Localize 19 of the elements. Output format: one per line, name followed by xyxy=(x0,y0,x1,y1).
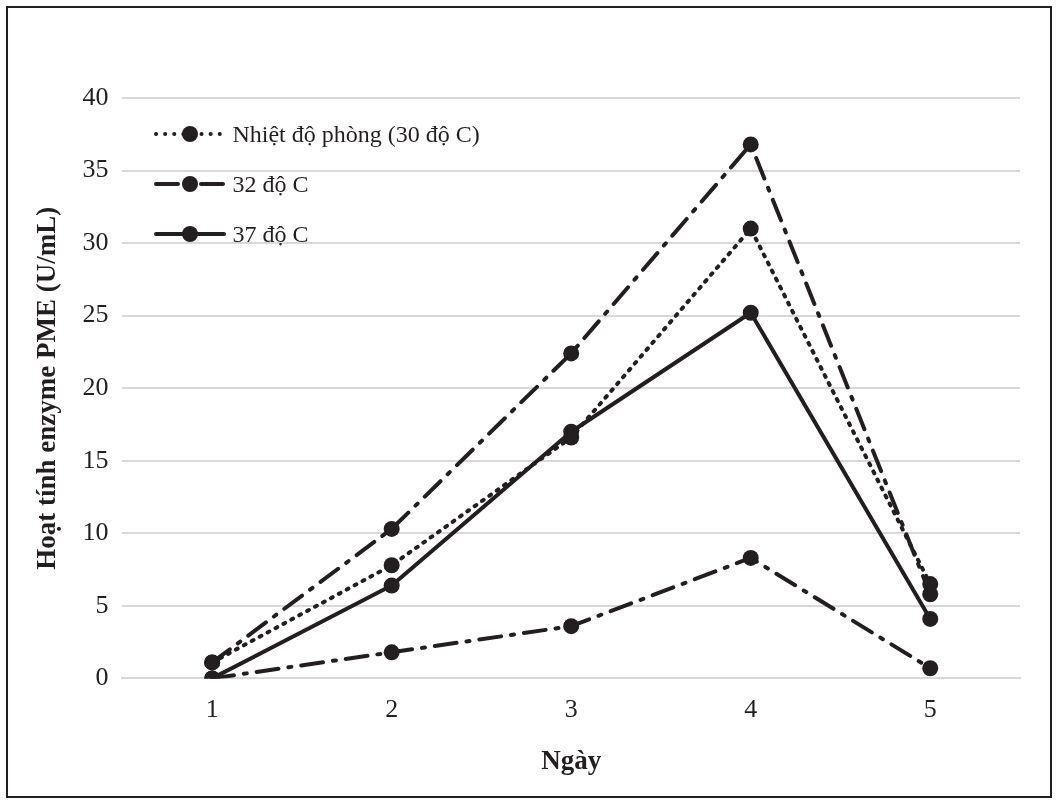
x-tick-label: 3 xyxy=(564,693,578,723)
legend-label: 37 độ C xyxy=(232,220,309,248)
x-tick-label: 4 xyxy=(744,693,758,723)
x-tick-label: 1 xyxy=(205,693,219,723)
y-tick-label: 40 xyxy=(82,81,109,111)
x-tick-label: 5 xyxy=(923,693,937,723)
y-tick-label: 10 xyxy=(82,517,109,547)
y-tick-label: 15 xyxy=(82,444,109,474)
legend-label: Nhiệt độ phòng (30 độ C) xyxy=(232,120,480,148)
y-tick-label: 20 xyxy=(82,372,109,402)
y-axis-title: Hoạt tính enzyme PME (U/mL) xyxy=(31,206,62,570)
y-tick-label: 30 xyxy=(82,226,109,256)
x-axis-title: Ngày xyxy=(541,744,602,775)
y-tick-label: 0 xyxy=(95,662,109,692)
legend-label: 32 độ C xyxy=(232,170,309,198)
x-tick-label: 2 xyxy=(385,693,399,723)
y-tick-label: 25 xyxy=(82,299,109,329)
y-tick-label: 35 xyxy=(82,154,109,184)
y-tick-label: 5 xyxy=(95,589,109,619)
